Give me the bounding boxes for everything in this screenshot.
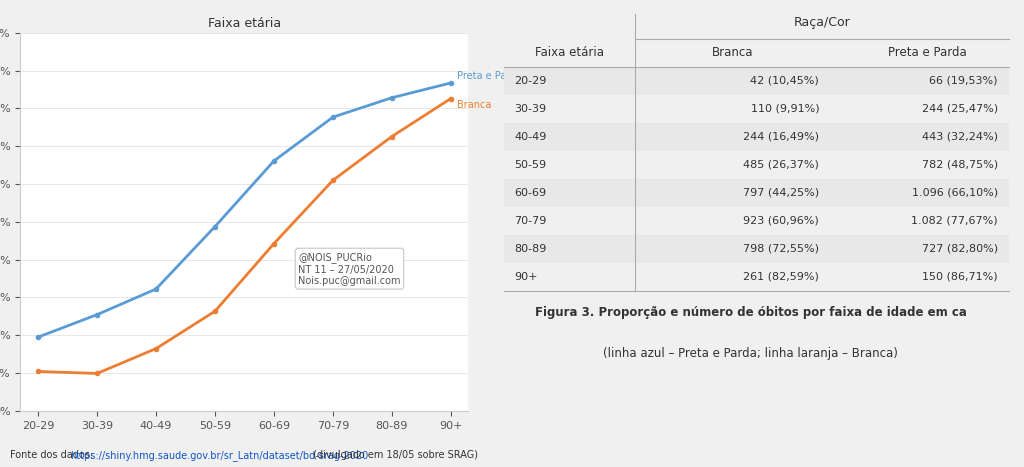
Bar [504,67,1009,95]
Text: 150 (86,71%): 150 (86,71%) [923,272,998,282]
Text: 1.096 (66,10%): 1.096 (66,10%) [911,188,998,198]
Text: Branca: Branca [457,100,492,110]
Text: https://shiny.hmg.saude.gov.br/sr_Latn/dataset/bd-srag-2020: https://shiny.hmg.saude.gov.br/sr_Latn/d… [70,450,368,460]
Title: Faixa etária: Faixa etária [208,17,281,30]
Text: 40-49: 40-49 [514,132,547,142]
Text: 90+: 90+ [514,272,538,282]
Text: Preta e Parda: Preta e Parda [457,71,522,81]
Bar [504,235,1009,262]
Text: 1.082 (77,67%): 1.082 (77,67%) [911,216,998,226]
Text: @NOIS_PUCRio
NT 11 – 27/05/2020
Nois.puc@gmail.com: @NOIS_PUCRio NT 11 – 27/05/2020 Nois.puc… [298,252,400,286]
Text: 42 (10,45%): 42 (10,45%) [751,76,819,86]
Text: Branca: Branca [712,46,754,59]
Bar [504,123,1009,151]
Text: 797 (44,25%): 797 (44,25%) [743,188,819,198]
Text: Raça/Cor: Raça/Cor [794,16,850,29]
Text: 443 (32,24%): 443 (32,24%) [922,132,998,142]
Text: (divulgado em 18/05 sobre SRAG): (divulgado em 18/05 sobre SRAG) [310,450,478,460]
Text: 60-69: 60-69 [514,188,547,198]
Text: 261 (82,59%): 261 (82,59%) [743,272,819,282]
Text: 20-29: 20-29 [514,76,547,86]
Text: 50-59: 50-59 [514,160,547,170]
Text: 798 (72,55%): 798 (72,55%) [743,244,819,254]
Text: Faixa etária: Faixa etária [535,46,604,59]
Text: Fonte dos dados:: Fonte dos dados: [10,450,96,460]
Text: 782 (48,75%): 782 (48,75%) [922,160,998,170]
Text: 923 (60,96%): 923 (60,96%) [743,216,819,226]
Text: (linha azul – Preta e Parda; linha laranja – Branca): (linha azul – Preta e Parda; linha laran… [603,347,898,361]
Text: 727 (82,80%): 727 (82,80%) [922,244,998,254]
Text: 244 (25,47%): 244 (25,47%) [922,104,998,114]
Text: 66 (19,53%): 66 (19,53%) [930,76,998,86]
Text: 70-79: 70-79 [514,216,547,226]
Text: 80-89: 80-89 [514,244,547,254]
Text: 110 (9,91%): 110 (9,91%) [751,104,819,114]
Text: Figura 3. Proporção e número de óbitos por faixa de idade em ca: Figura 3. Proporção e número de óbitos p… [535,306,967,319]
Bar [504,179,1009,207]
Text: 30-39: 30-39 [514,104,547,114]
Text: 485 (26,37%): 485 (26,37%) [743,160,819,170]
Text: 244 (16,49%): 244 (16,49%) [743,132,819,142]
Text: Preta e Parda: Preta e Parda [888,46,967,59]
